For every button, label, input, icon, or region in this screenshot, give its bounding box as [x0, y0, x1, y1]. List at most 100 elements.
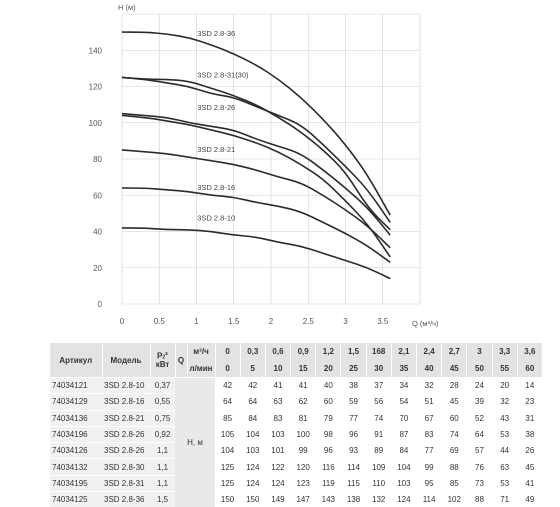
q-m3h-6: 168: [366, 343, 391, 360]
row-head-value: 119: [316, 475, 341, 491]
row-head-value: 88: [467, 492, 492, 507]
y-tick-label: 140: [89, 46, 103, 55]
pump-spec-table: Артикул Модель P2s кВт Q м³/ч 0 0,3 0,6 …: [50, 343, 543, 507]
q-lmin-10: 50: [467, 360, 492, 378]
header-article: Артикул: [50, 343, 102, 378]
q-lmin-5: 25: [341, 360, 366, 378]
y-tick-label: 20: [93, 264, 102, 273]
row-head-value: 34: [391, 378, 416, 394]
row-head-value: 38: [341, 378, 366, 394]
x-axis-label: Q (м³/ч): [412, 319, 439, 328]
row-head-value: 53: [492, 475, 517, 491]
row-head-value: 101: [265, 443, 290, 459]
row-model: 3SD 2.8-31: [102, 475, 150, 491]
row-head-value: 89: [366, 443, 391, 459]
row-head-value: 40: [316, 378, 341, 394]
row-head-value: 122: [265, 459, 290, 475]
row-head-value: 110: [366, 475, 391, 491]
row-power: 0,55: [150, 394, 175, 410]
x-tick-label: 2.5: [303, 317, 315, 326]
curve-label: 3SD 2.8-10: [197, 214, 235, 223]
row-head-value: 69: [442, 443, 467, 459]
q-lmin-6: 30: [366, 360, 391, 378]
row-head-value: 39: [467, 394, 492, 410]
row-head-value: 41: [291, 378, 316, 394]
curve-label: 3SD 2.8-21: [197, 145, 235, 154]
row-head-value: 77: [417, 443, 442, 459]
row-power: 0,92: [150, 426, 175, 442]
row-model: 3SD 2.8-26: [102, 426, 150, 442]
row-article: 74034195: [50, 475, 102, 491]
row-head-value: 103: [240, 443, 265, 459]
row-head-value: 54: [391, 394, 416, 410]
row-head-value: 102: [442, 492, 467, 507]
row-head-value: 20: [492, 378, 517, 394]
row-head-value: 70: [391, 410, 416, 426]
row-head-value: 132: [366, 492, 391, 507]
row-model: 3SD 2.8-26: [102, 443, 150, 459]
q-lmin-4: 20: [316, 360, 341, 378]
row-power: 1,5: [150, 492, 175, 507]
x-tick-label: 0: [120, 317, 125, 326]
row-head-value: 124: [240, 459, 265, 475]
head-unit-label: Н, м: [175, 378, 215, 507]
row-article: 74034132: [50, 459, 102, 475]
row-power: 0,75: [150, 410, 175, 426]
q-m3h-3: 0,9: [291, 343, 316, 360]
row-head-value: 57: [467, 443, 492, 459]
table-header-row-1: Артикул Модель P2s кВт Q м³/ч 0 0,3 0,6 …: [50, 343, 542, 360]
q-m3h-2: 0,6: [265, 343, 290, 360]
row-article: 74034136: [50, 410, 102, 426]
row-head-value: 37: [366, 378, 391, 394]
row-head-value: 87: [391, 426, 416, 442]
row-head-value: 63: [265, 394, 290, 410]
row-head-value: 71: [492, 492, 517, 507]
q-m3h-8: 2,4: [417, 343, 442, 360]
header-q: Q: [175, 343, 187, 378]
q-m3h-11: 3,3: [492, 343, 517, 360]
row-head-value: 115: [341, 475, 366, 491]
row-head-value: 60: [316, 394, 341, 410]
q-lmin-2: 10: [265, 360, 290, 378]
row-head-value: 81: [291, 410, 316, 426]
q-lmin-8: 40: [417, 360, 442, 378]
curve-label: 3SD 2.8-36: [197, 29, 235, 38]
row-head-value: 83: [417, 426, 442, 442]
row-head-value: 105: [215, 426, 240, 442]
row-power: 1,1: [150, 443, 175, 459]
q-lmin-1: 5: [240, 360, 265, 378]
row-article: 74034196: [50, 426, 102, 442]
row-head-value: 143: [316, 492, 341, 507]
row-head-value: 63: [492, 459, 517, 475]
row-head-value: 84: [391, 443, 416, 459]
row-head-value: 14: [517, 378, 542, 394]
row-head-value: 99: [291, 443, 316, 459]
row-head-value: 150: [215, 492, 240, 507]
row-head-value: 99: [417, 459, 442, 475]
x-tick-label: 1: [194, 317, 199, 326]
q-lmin-3: 15: [291, 360, 316, 378]
row-power: 1,1: [150, 475, 175, 491]
row-head-value: 116: [316, 459, 341, 475]
q-lmin-12: 60: [517, 360, 542, 378]
pump-curve-line: [122, 32, 390, 215]
row-head-value: 104: [215, 443, 240, 459]
row-head-value: 74: [442, 426, 467, 442]
row-article: 74034129: [50, 394, 102, 410]
curve-label: 3SD 2.8-26: [197, 103, 235, 112]
row-head-value: 88: [442, 459, 467, 475]
row-head-value: 74: [366, 410, 391, 426]
row-head-value: 24: [467, 378, 492, 394]
row-head-value: 95: [417, 475, 442, 491]
q-m3h-5: 1,5: [341, 343, 366, 360]
y-tick-label: 80: [93, 155, 102, 164]
row-head-value: 114: [417, 492, 442, 507]
row-head-value: 51: [417, 394, 442, 410]
x-tick-label: 0.5: [154, 317, 166, 326]
header-unit-lmin: л/мин: [187, 360, 215, 378]
